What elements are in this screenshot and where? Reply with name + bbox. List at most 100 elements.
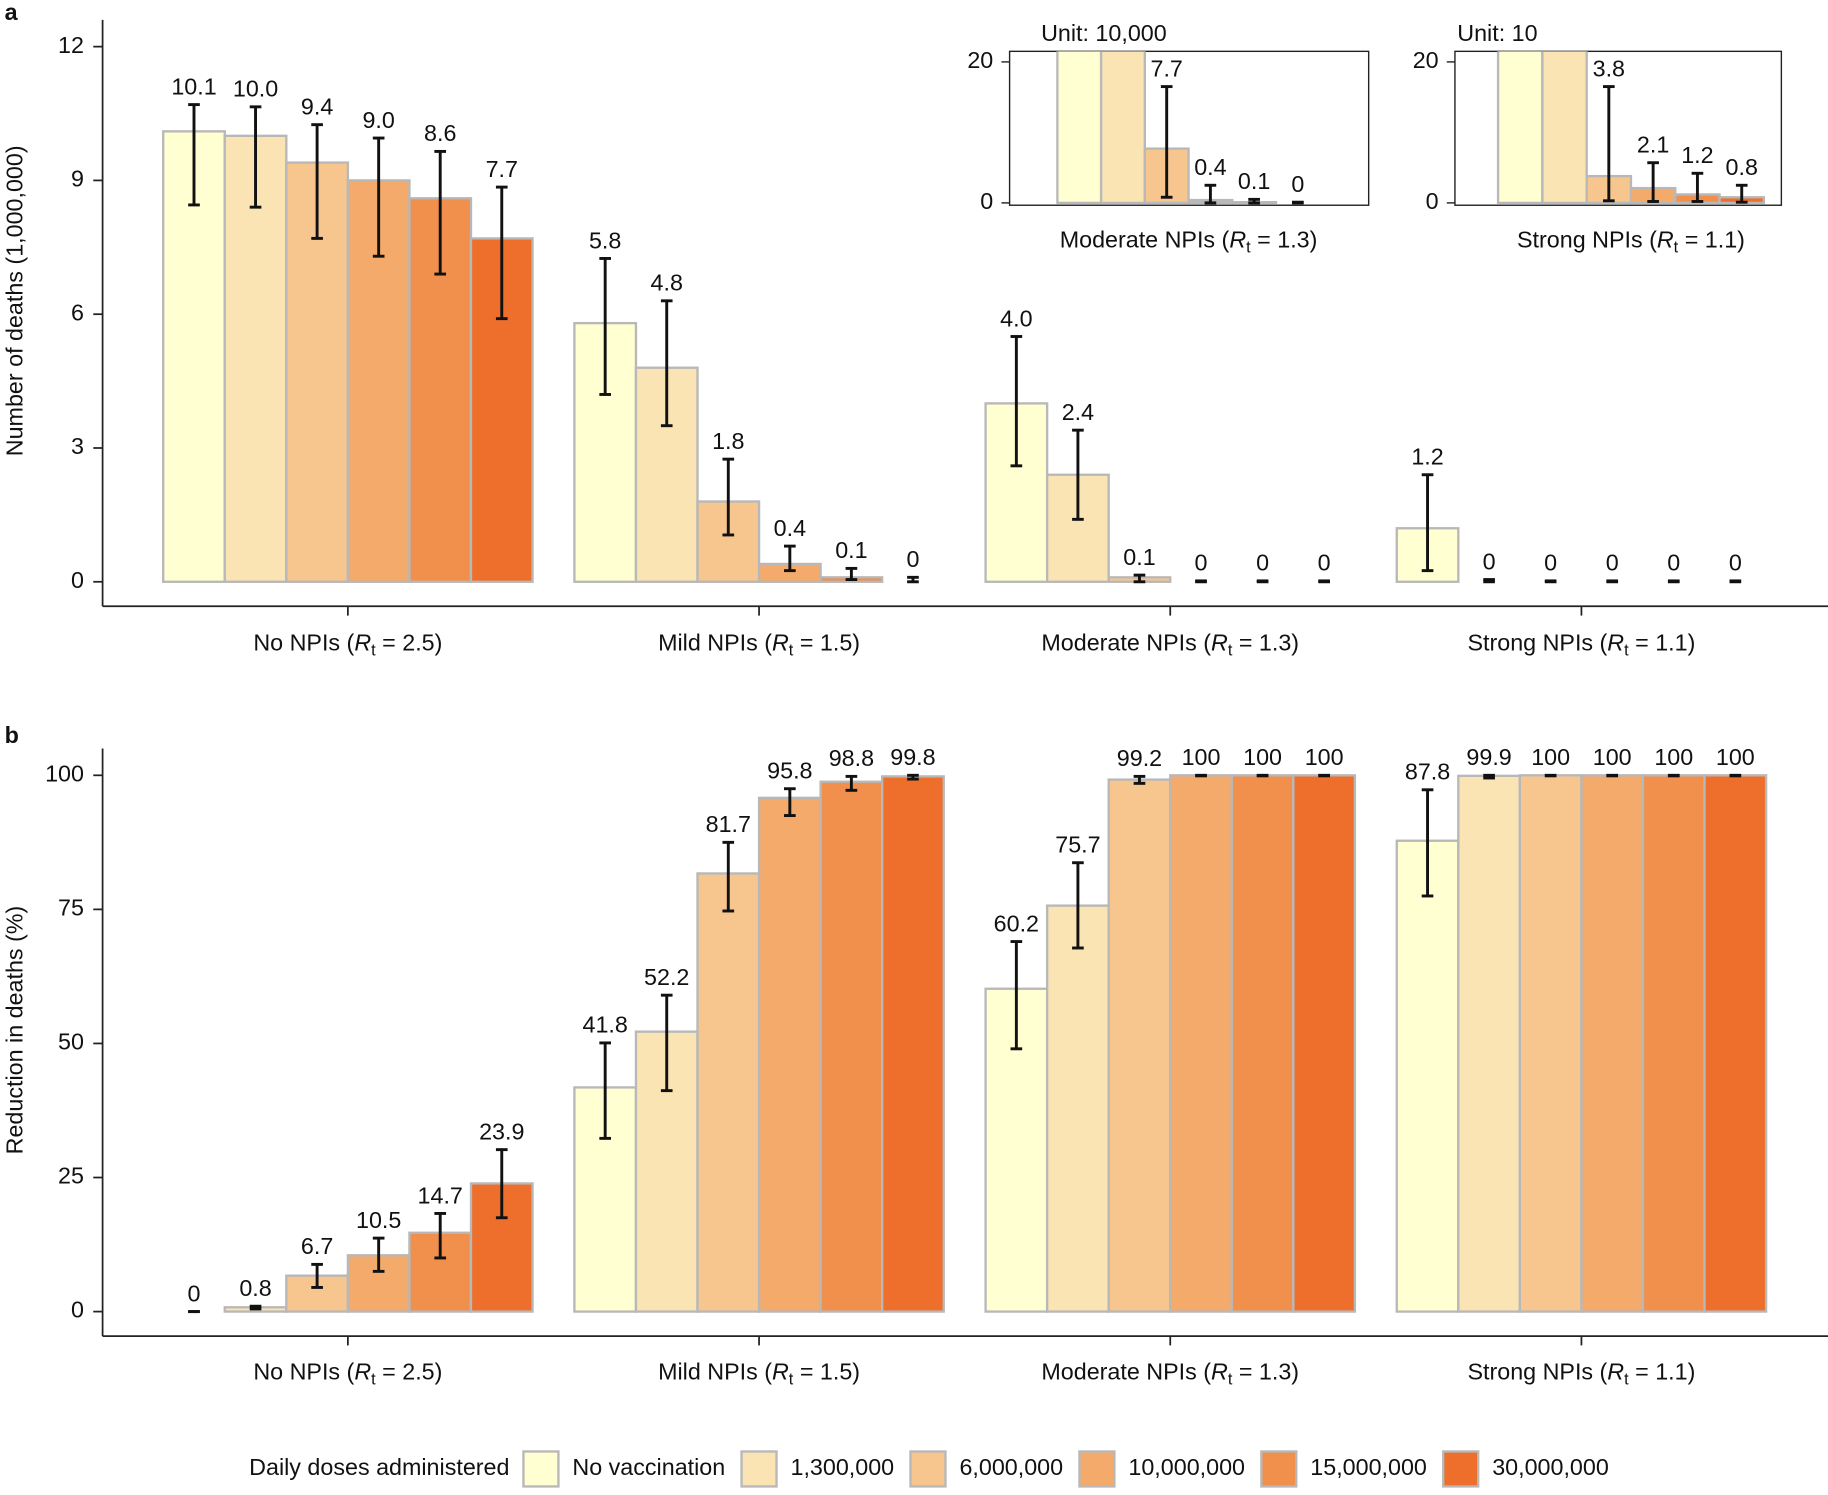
label-part: = 2.5) [376,1359,443,1385]
bar [1496,51,1544,205]
label-part: t [1624,642,1629,660]
error-bar [249,1304,262,1311]
error-bar [1195,579,1207,584]
legend-swatch [909,1450,947,1488]
bar [1395,839,1460,1313]
label-part: R [772,630,789,656]
y-tick-label: 0 [980,188,993,214]
label-part: = 1.3) [1251,227,1318,253]
error-bar [188,103,200,207]
label-part: Moderate NPIs ( [1060,227,1230,253]
value-label: 7.7 [486,156,518,182]
bars [162,130,1460,583]
legend-label: 30,000,000 [1492,1454,1609,1480]
label-part: R [1229,227,1246,253]
value-label: 9.4 [301,94,333,120]
label-part: R [1607,630,1624,656]
y-tick-label: 12 [58,32,84,58]
value-label: 60.2 [994,910,1039,936]
error-bar [434,149,447,276]
label-part: R [354,1359,371,1385]
y-tick-label: 9 [71,166,84,192]
label-part: R [1657,227,1674,253]
value-label: 81.7 [706,811,751,837]
error-bar [1204,183,1217,205]
legend-swatch [1078,1450,1116,1488]
error-bar [784,787,796,817]
panel: Unit: 10 0 20 Strong NPIs (Rt = 1.1) 3.8 2.1 1… [1413,20,1783,257]
error-bar [1606,773,1619,778]
value-label: 0 [1483,548,1496,574]
panel-letter: a [5,0,19,25]
error-bar [1133,573,1146,584]
error-bar [311,123,323,240]
error-bar [845,566,858,582]
label-part: t [1246,239,1251,257]
label-part: t [789,1371,794,1389]
label-part: t [371,642,376,660]
error-bar [1606,579,1619,584]
value-label: 2.1 [1637,132,1669,158]
value-label: 100 [1531,744,1570,770]
bar [1292,774,1357,1313]
label-part: Moderate NPIs ( [1041,630,1211,656]
bars [223,774,1768,1313]
legend-title: Daily doses administered [249,1454,509,1480]
error-bar [1010,940,1023,1051]
value-label: 95.8 [767,758,812,784]
y-tick-label: 25 [58,1163,84,1189]
label-part: No NPIs ( [253,630,354,656]
y-tick-label: 20 [1413,47,1439,73]
value-label: 0 [1667,550,1680,576]
error-bar [1318,773,1330,778]
label-part: t [1228,1371,1233,1389]
value-label: 0.8 [239,1275,271,1301]
value-label: 99.9 [1466,744,1511,770]
value-label: 52.2 [644,964,689,990]
x-tick-label: Mild NPIs (Rt = 1.5) [658,630,860,660]
label-part: t [789,642,794,660]
value-label: 98.8 [829,745,874,771]
error-bar [1667,579,1680,584]
y-tick-label: 100 [45,760,84,786]
error-bar [722,457,735,537]
value-label: 75.7 [1055,832,1100,858]
bar [1518,774,1583,1313]
value-label: 0 [1606,550,1619,576]
legend-label: 15,000,000 [1310,1454,1427,1480]
label-part: = 1.3) [1232,1359,1299,1385]
label-part: t [371,1371,376,1389]
legend-swatch [1260,1450,1298,1488]
x-tick-label: No NPIs (Rt = 2.5) [253,1359,442,1389]
bar [1703,774,1768,1313]
error-bar [1072,861,1084,950]
legend: Daily doses administered No vaccination 1,… [249,1450,1609,1488]
label-part: Strong NPIs ( [1467,630,1607,656]
error-bar [907,773,919,781]
label-part: R [772,1359,789,1385]
bar [1169,774,1233,1313]
value-label: 8.6 [424,120,456,146]
error-bar [1292,200,1304,205]
value-label: 0 [188,1280,201,1306]
error-bar [660,299,673,428]
label-part: No NPIs ( [253,1359,354,1385]
error-bar [1602,85,1615,203]
x-tick-label: Mild NPIs (Rt = 1.5) [658,1359,860,1389]
error-bar [1735,183,1748,204]
error-bar [1010,335,1023,468]
error-bar [722,840,735,913]
value-label: 0 [906,546,919,572]
error-bar [1318,579,1330,584]
legend-swatch [740,1450,778,1488]
value-label: 14.7 [418,1182,463,1208]
error-bar [1691,171,1704,203]
value-label: 9.0 [362,107,394,133]
bar [1541,51,1588,205]
label-part: = 1.5) [793,1359,860,1385]
error-bar [495,185,508,321]
label-part: Strong NPIs ( [1517,227,1657,253]
error-bar [1729,773,1742,778]
